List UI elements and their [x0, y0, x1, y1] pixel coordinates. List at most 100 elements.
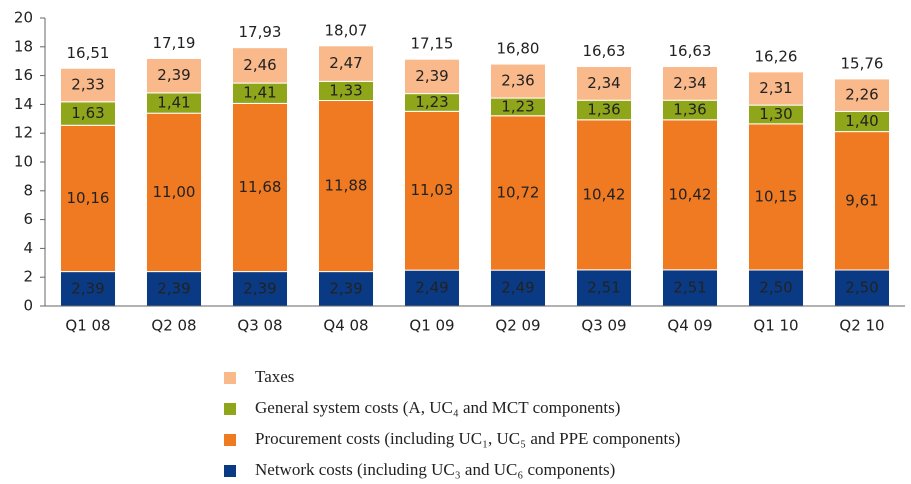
value-label: 1,41 [157, 94, 190, 112]
value-label: 1,40 [845, 112, 878, 130]
total-label: 18,07 [325, 21, 368, 39]
bar-segment [575, 119, 633, 271]
legend-label: Taxes [255, 367, 294, 386]
value-label: 2,51 [587, 278, 620, 296]
y-tick-label: 14 [14, 95, 33, 113]
value-label: 1,33 [329, 81, 362, 99]
bar-segment [145, 112, 203, 273]
x-tick-label: Q1 09 [409, 317, 454, 335]
total-label: 16,26 [755, 47, 798, 65]
y-tick-label: 16 [14, 66, 33, 84]
x-tick-label: Q4 09 [667, 317, 712, 335]
bar-segment [403, 110, 461, 271]
y-tick-label: 12 [14, 124, 33, 142]
value-label: 2,36 [501, 72, 534, 90]
bar-segment [747, 123, 805, 271]
total-label: 16,80 [497, 40, 540, 58]
bar-segment [231, 47, 289, 84]
legend-label: Network costs (including UC₃ and UC₆ com… [255, 460, 615, 479]
bar-segment [661, 119, 719, 271]
value-label: 2,50 [759, 279, 792, 297]
bar-segment [231, 271, 289, 307]
value-label: 2,26 [845, 86, 878, 104]
value-label: 10,72 [497, 183, 540, 201]
value-label: 2,39 [157, 66, 190, 84]
value-label: 2,39 [243, 279, 276, 297]
bar-segment [575, 66, 633, 101]
value-label: 2,46 [243, 56, 276, 74]
value-label: 10,42 [583, 185, 626, 203]
bar-segment [403, 58, 461, 95]
bar-segment [833, 131, 891, 271]
total-label: 17,19 [153, 34, 196, 52]
value-label: 1,36 [587, 101, 620, 119]
value-label: 2,34 [673, 74, 706, 92]
legend-swatch [224, 434, 236, 446]
x-tick-label: Q2 09 [495, 317, 540, 335]
value-label: 1,41 [243, 84, 276, 102]
value-label: 1,23 [501, 97, 534, 115]
value-label: 2,51 [673, 278, 706, 296]
y-tick-label: 6 [23, 210, 33, 228]
value-label: 10,16 [67, 189, 110, 207]
y-tick-label: 20 [14, 9, 33, 27]
bar-segment [661, 66, 719, 101]
x-tick-label: Q2 10 [839, 317, 884, 335]
bar-segment [489, 269, 547, 307]
value-label: 11,68 [239, 178, 282, 196]
legend-swatch [224, 465, 236, 477]
total-label: 17,15 [411, 35, 454, 53]
y-tick-label: 0 [23, 297, 33, 315]
value-label: 1,63 [71, 104, 104, 122]
bar-segment [59, 67, 117, 103]
y-tick-label: 4 [23, 239, 33, 257]
bar-segment [489, 63, 547, 99]
bar-segment [747, 71, 805, 106]
value-label: 2,39 [415, 67, 448, 85]
value-label: 2,39 [157, 279, 190, 297]
value-label: 1,36 [673, 101, 706, 119]
value-label: 11,00 [153, 183, 196, 201]
value-label: 2,47 [329, 54, 362, 72]
legend-swatch [224, 403, 236, 415]
bar-segment [231, 102, 289, 273]
value-label: 2,39 [71, 279, 104, 297]
value-label: 1,23 [415, 93, 448, 111]
bar-segment [661, 269, 719, 307]
value-label: 1,30 [759, 105, 792, 123]
legend-label: General system costs (A, UC₄ and MCT com… [255, 398, 620, 417]
value-label: 10,15 [755, 187, 798, 205]
bar-segment [833, 78, 891, 112]
bar-segment [317, 45, 375, 82]
x-tick-label: Q4 08 [323, 317, 368, 335]
value-label: 2,49 [415, 279, 448, 297]
legend-label: Procurement costs (including UC₁, UC₅ an… [255, 429, 680, 448]
x-tick-label: Q3 09 [581, 317, 626, 335]
total-label: 17,93 [239, 23, 282, 41]
y-tick-label: 10 [14, 153, 33, 171]
bar-segment [403, 269, 461, 307]
value-label: 2,39 [329, 279, 362, 297]
value-label: 2,31 [759, 79, 792, 97]
y-tick-label: 18 [14, 37, 33, 55]
value-label: 2,49 [501, 279, 534, 297]
value-label: 10,42 [669, 185, 712, 203]
value-label: 11,88 [325, 177, 368, 195]
total-label: 16,51 [67, 44, 110, 62]
bar-segment [145, 271, 203, 307]
value-label: 2,33 [71, 76, 104, 94]
x-tick-label: Q2 08 [151, 317, 196, 335]
value-label: 11,03 [411, 181, 454, 199]
y-tick-label: 2 [23, 268, 33, 286]
x-tick-label: Q1 08 [65, 317, 110, 335]
legend-swatch [224, 372, 236, 384]
total-label: 15,76 [841, 54, 884, 72]
value-label: 2,34 [587, 74, 620, 92]
total-label: 16,63 [583, 42, 626, 60]
x-tick-label: Q1 10 [753, 317, 798, 335]
bar-segment [145, 57, 203, 94]
y-tick-label: 8 [23, 181, 33, 199]
value-label: 2,50 [845, 279, 878, 297]
value-label: 9,61 [845, 191, 878, 209]
